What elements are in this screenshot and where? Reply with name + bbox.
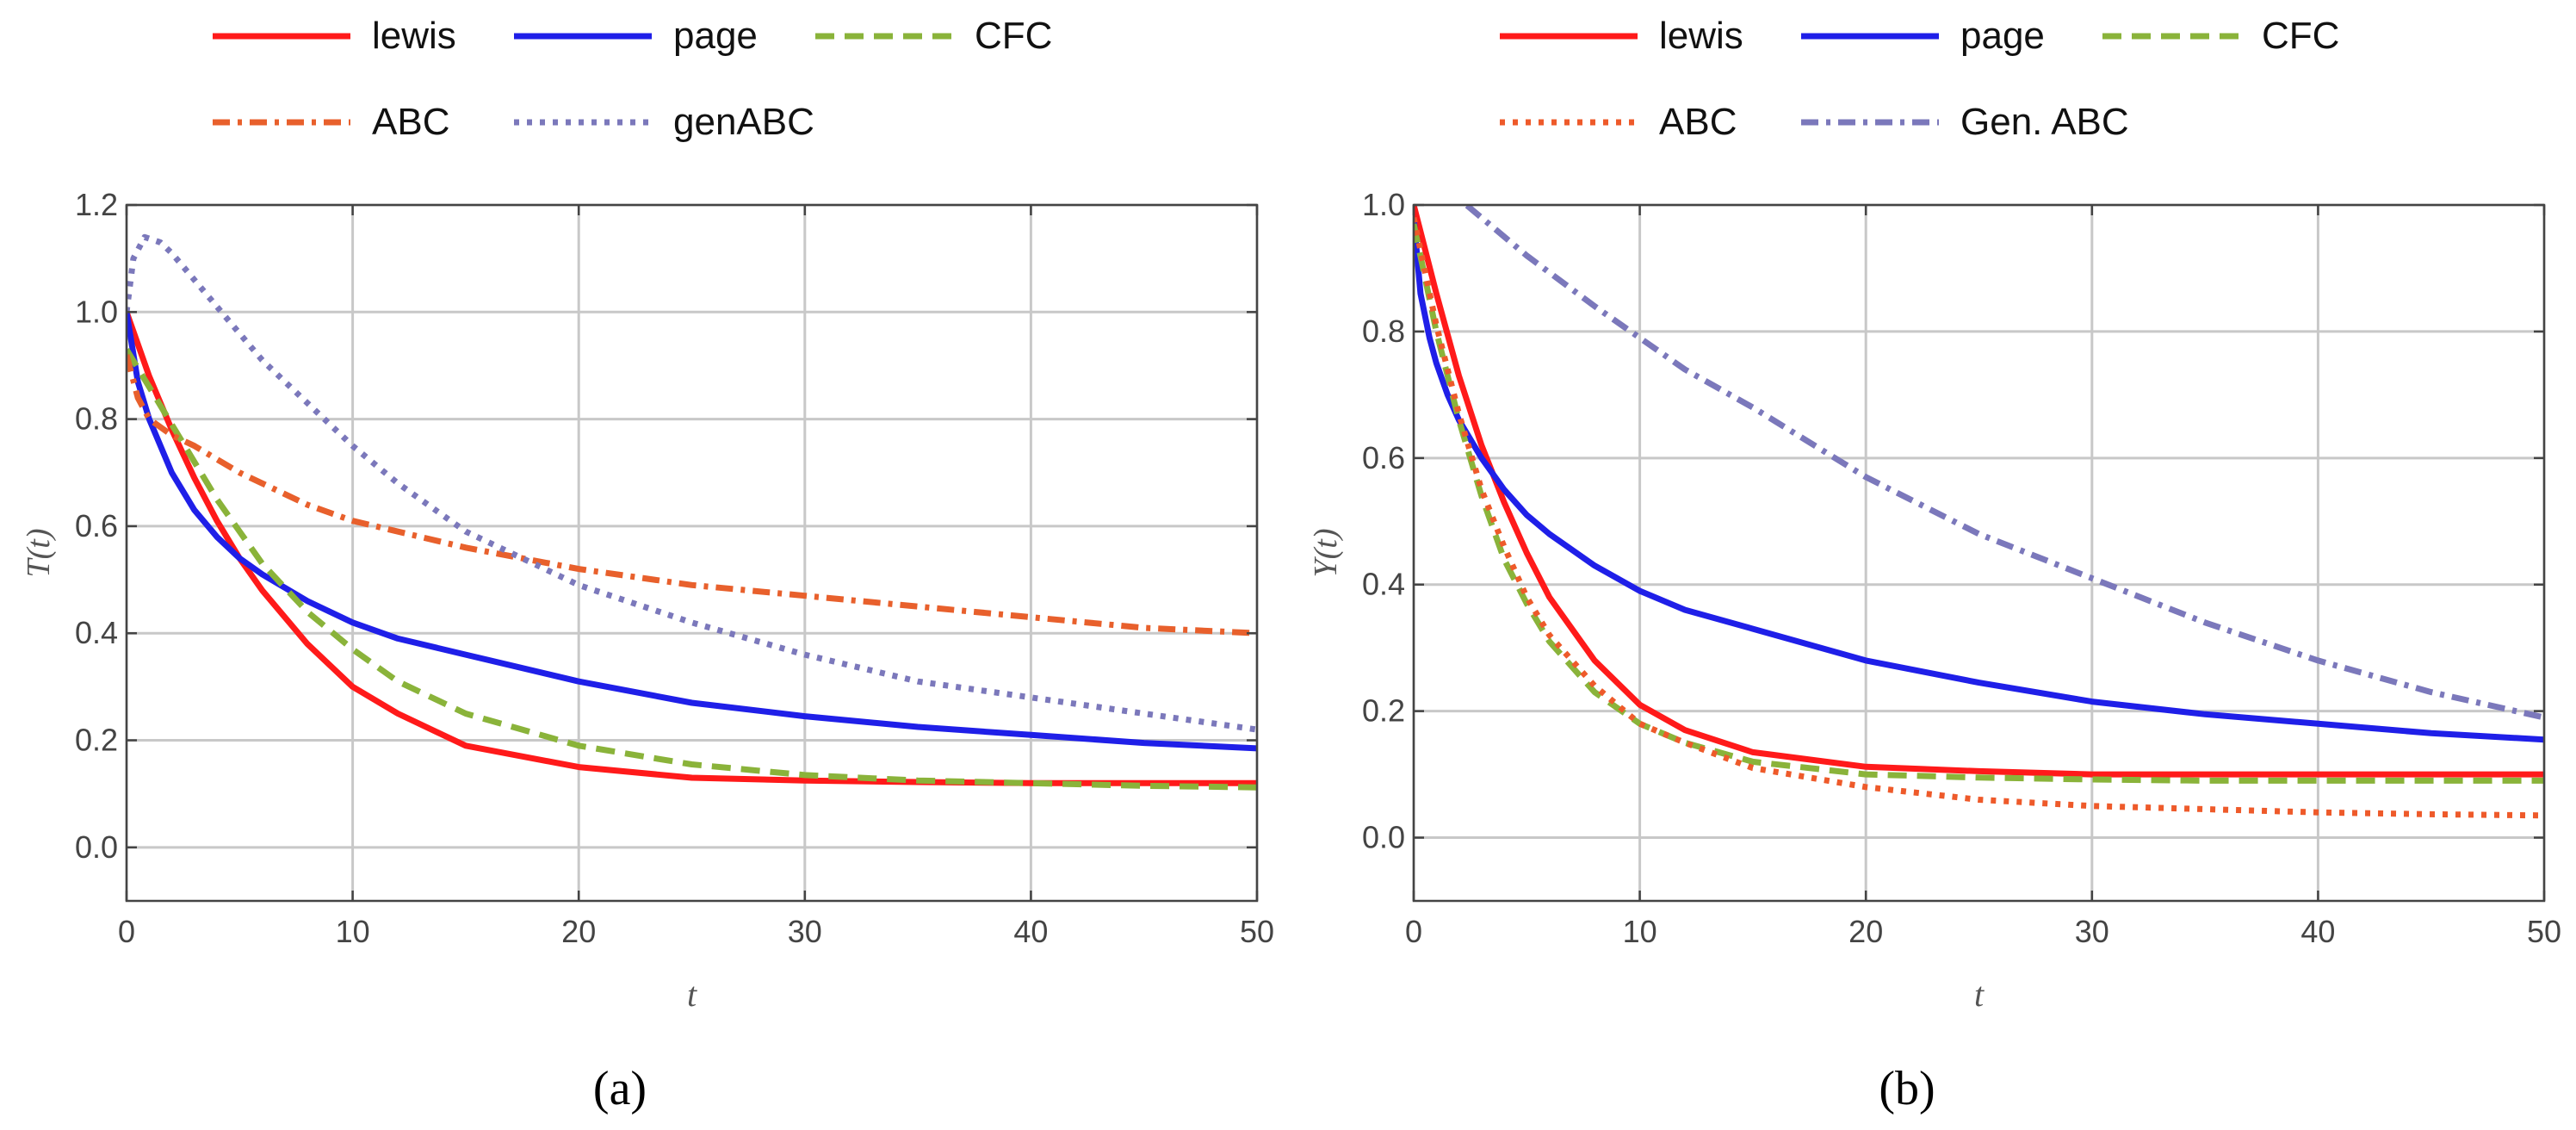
- panel-a: 0 10 20 30 40 50 0.0 0.2 0.4 0.6 0.8 1.0 1.2 t T(t) (a)…: [21, 15, 1274, 1115]
- panel-a-ytick-label-4: 0.8: [75, 401, 118, 437]
- panel-a-series-lewis: [127, 311, 1257, 786]
- panel-a-xtick-label-0: 0: [118, 914, 135, 949]
- panel-b-series-page: [1414, 217, 2544, 743]
- panel-a-legend: lewis page CFC ABC genABC: [213, 15, 1052, 143]
- panel-b-xlabel: t: [1974, 975, 1985, 1014]
- panel-a-xtick-label-4: 40: [1013, 914, 1048, 949]
- panel-a-ytick-label-3: 0.6: [75, 508, 118, 543]
- panel-b-label: (b): [1879, 1062, 1935, 1115]
- panel-a-ytick-label-1: 0.2: [75, 723, 118, 758]
- panel-b-ytick-label-0: 0.0: [1362, 820, 1405, 855]
- panel-b-series-group: [1414, 205, 2544, 819]
- panel-a-legend-label-genabc: genABC: [673, 101, 814, 143]
- panel-b-series-gen-abc: [1461, 205, 2544, 721]
- panel-b-series-lewis: [1414, 205, 2544, 778]
- panel-b: 0 10 20 30 40 50 0.0 0.2 0.4 0.6 0.8 1.0 t Y(t) (b) lew…: [1308, 15, 2561, 1115]
- panel-a-xtick-label-5: 50: [1240, 914, 1274, 949]
- panel-a-xtick-label-1: 10: [336, 914, 370, 949]
- panel-a-ytick-label-5: 1.0: [75, 294, 118, 329]
- panel-b-ylabel: Y(t): [1308, 529, 1344, 578]
- panel-a-frame: [125, 203, 1259, 903]
- panel-a-series-page: [127, 311, 1257, 752]
- panel-a-legend-label-lewis: lewis: [372, 15, 456, 57]
- panel-b-legend: lewis page CFC ABC Gen. ABC: [1500, 15, 2339, 143]
- panel-b-ytick-label-5: 1.0: [1362, 187, 1405, 222]
- panel-b-legend-label-cfc: CFC: [2262, 15, 2339, 57]
- panel-a-series-group: [127, 233, 1257, 791]
- panel-a-xtick-label-2: 20: [561, 914, 596, 949]
- panel-b-xtick-label-2: 20: [1848, 914, 1883, 949]
- panel-b-ytick-label-3: 0.6: [1362, 440, 1405, 475]
- panel-a-ylabel: T(t): [21, 529, 57, 578]
- panel-b-legend-label-lewis: lewis: [1659, 15, 1743, 57]
- panel-a-ytick-label-2: 0.4: [75, 615, 118, 650]
- panel-a-ytick-label-6: 1.2: [75, 187, 118, 222]
- panel-a-xtick-label-3: 30: [788, 914, 822, 949]
- panel-b-xtick-label-0: 0: [1405, 914, 1422, 949]
- panel-a-legend-label-cfc: CFC: [975, 15, 1052, 57]
- panel-b-series-cfc: [1414, 223, 2544, 784]
- panel-b-ytick-label-1: 0.2: [1362, 693, 1405, 729]
- panel-b-ytick-label-4: 0.8: [1362, 314, 1405, 349]
- panel-a-legend-label-page: page: [673, 15, 758, 57]
- panel-a-ytick-label-0: 0.0: [75, 829, 118, 865]
- panel-a-legend-label-abc: ABC: [372, 101, 449, 143]
- panel-b-ytick-label-2: 0.4: [1362, 567, 1405, 602]
- panel-b-legend-label-page: page: [1960, 15, 2045, 57]
- panel-a-series-abc: [127, 354, 1257, 636]
- panel-b-xtick-label-4: 40: [2300, 914, 2335, 949]
- panel-b-legend-label-abc: ABC: [1659, 101, 1737, 143]
- panel-b-series-abc: [1414, 216, 2544, 819]
- panel-b-legend-label-gen-abc: Gen. ABC: [1960, 101, 2129, 143]
- panel-b-xtick-label-1: 10: [1623, 914, 1657, 949]
- panel-a-label: (a): [593, 1062, 647, 1115]
- panel-b-xtick-label-3: 30: [2075, 914, 2109, 949]
- panel-b-frame: [1412, 203, 2546, 903]
- panel-a-series-cfc: [127, 347, 1257, 791]
- panel-b-xtick-label-5: 50: [2527, 914, 2561, 949]
- panel-a-xlabel: t: [687, 975, 697, 1014]
